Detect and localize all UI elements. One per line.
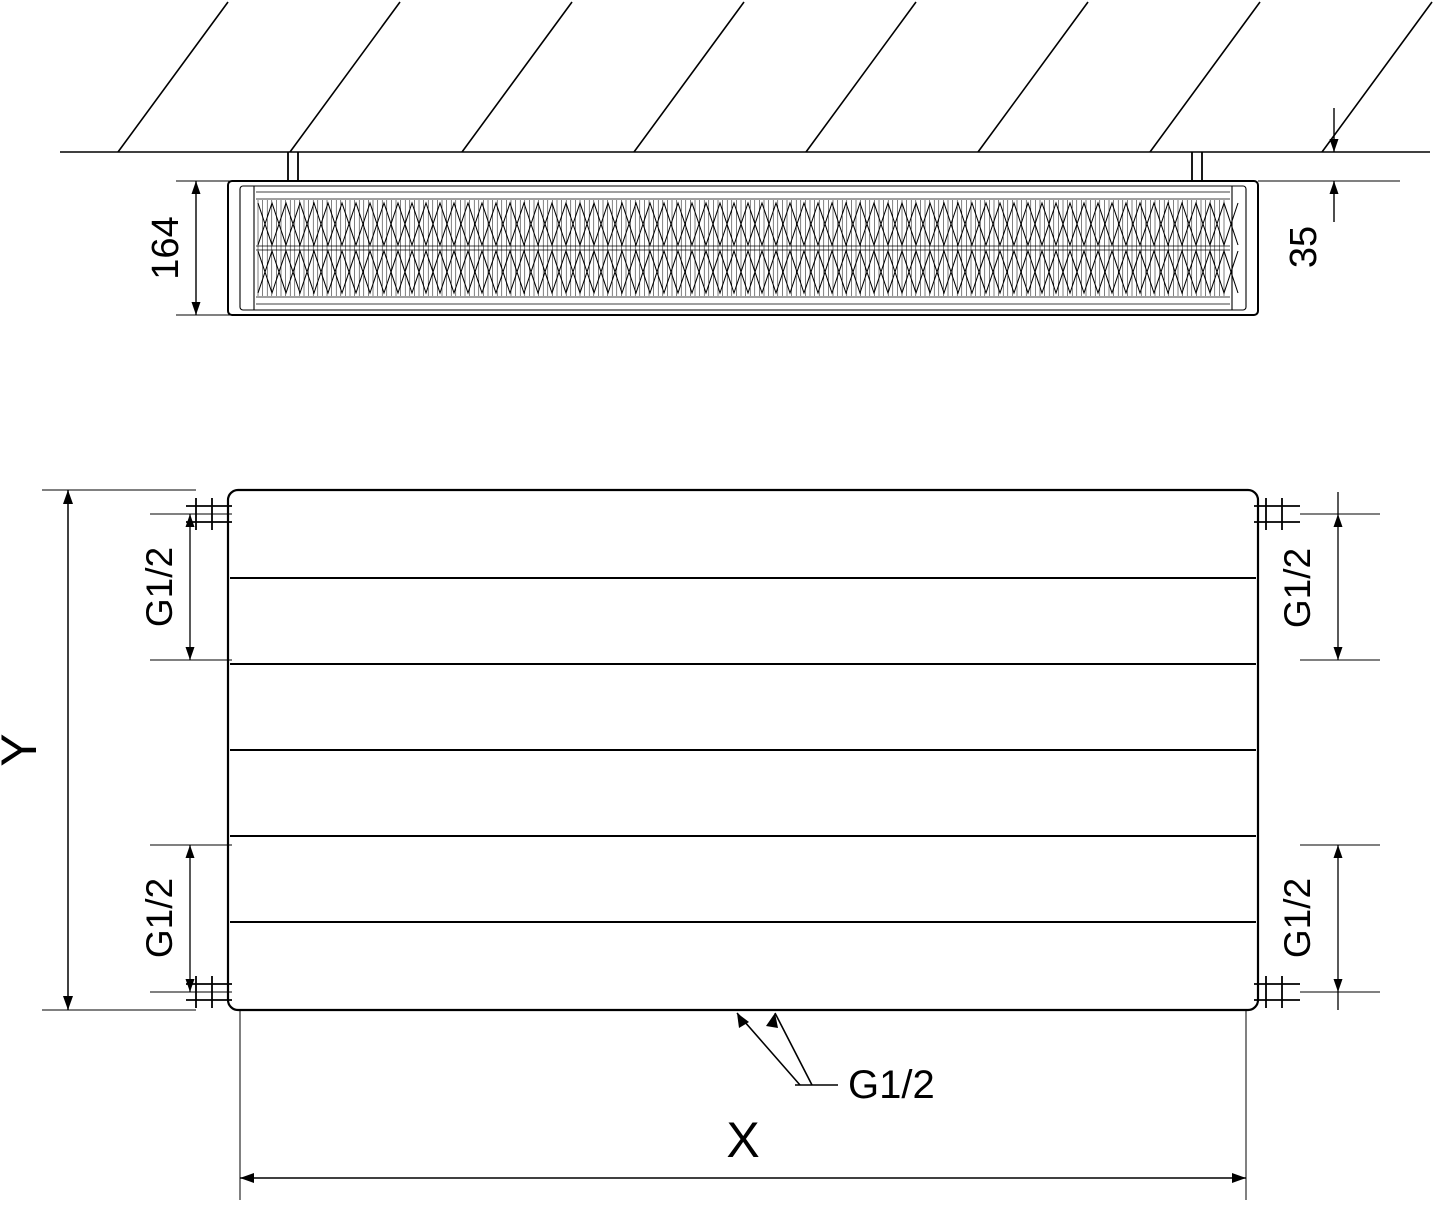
top-section-view: 164 35 xyxy=(60,1,1433,316)
label-height-164: 164 xyxy=(145,216,187,279)
label-g12-callout: G1/2 xyxy=(848,1063,935,1107)
dim-g12-top-right xyxy=(1300,492,1380,661)
panel-grooves xyxy=(230,577,1256,923)
dimension-164 xyxy=(176,180,232,316)
label-g12-bottom-right: G1/2 xyxy=(1277,878,1318,958)
dimension-Y xyxy=(42,489,196,1011)
dimension-X xyxy=(239,1010,1247,1200)
label-gap-35: 35 xyxy=(1283,226,1325,268)
connectors xyxy=(186,498,1300,1008)
label-dim-Y: Y xyxy=(0,733,47,766)
label-g12-bottom-left: G1/2 xyxy=(139,878,180,958)
label-g12-top-left: G1/2 xyxy=(139,547,180,627)
dim-g12-top-left xyxy=(150,513,232,661)
label-dim-X: X xyxy=(726,1112,759,1168)
front-view: G1/2 G1/2 G1/2 G1/2 xyxy=(0,488,1380,1200)
label-g12-top-right: G1/2 xyxy=(1277,548,1318,628)
dim-g12-bottom-left xyxy=(150,844,232,993)
convector-fins xyxy=(256,191,1239,305)
radiator-front-panel xyxy=(226,488,1260,1012)
wall-brackets xyxy=(287,152,1203,182)
dim-g12-bottom-right xyxy=(1300,844,1380,1010)
wall-hatching xyxy=(60,1,1433,153)
radiator-section-body xyxy=(227,180,1259,316)
g12-callout-leaders xyxy=(736,1012,838,1086)
dimension-35 xyxy=(1258,108,1400,222)
